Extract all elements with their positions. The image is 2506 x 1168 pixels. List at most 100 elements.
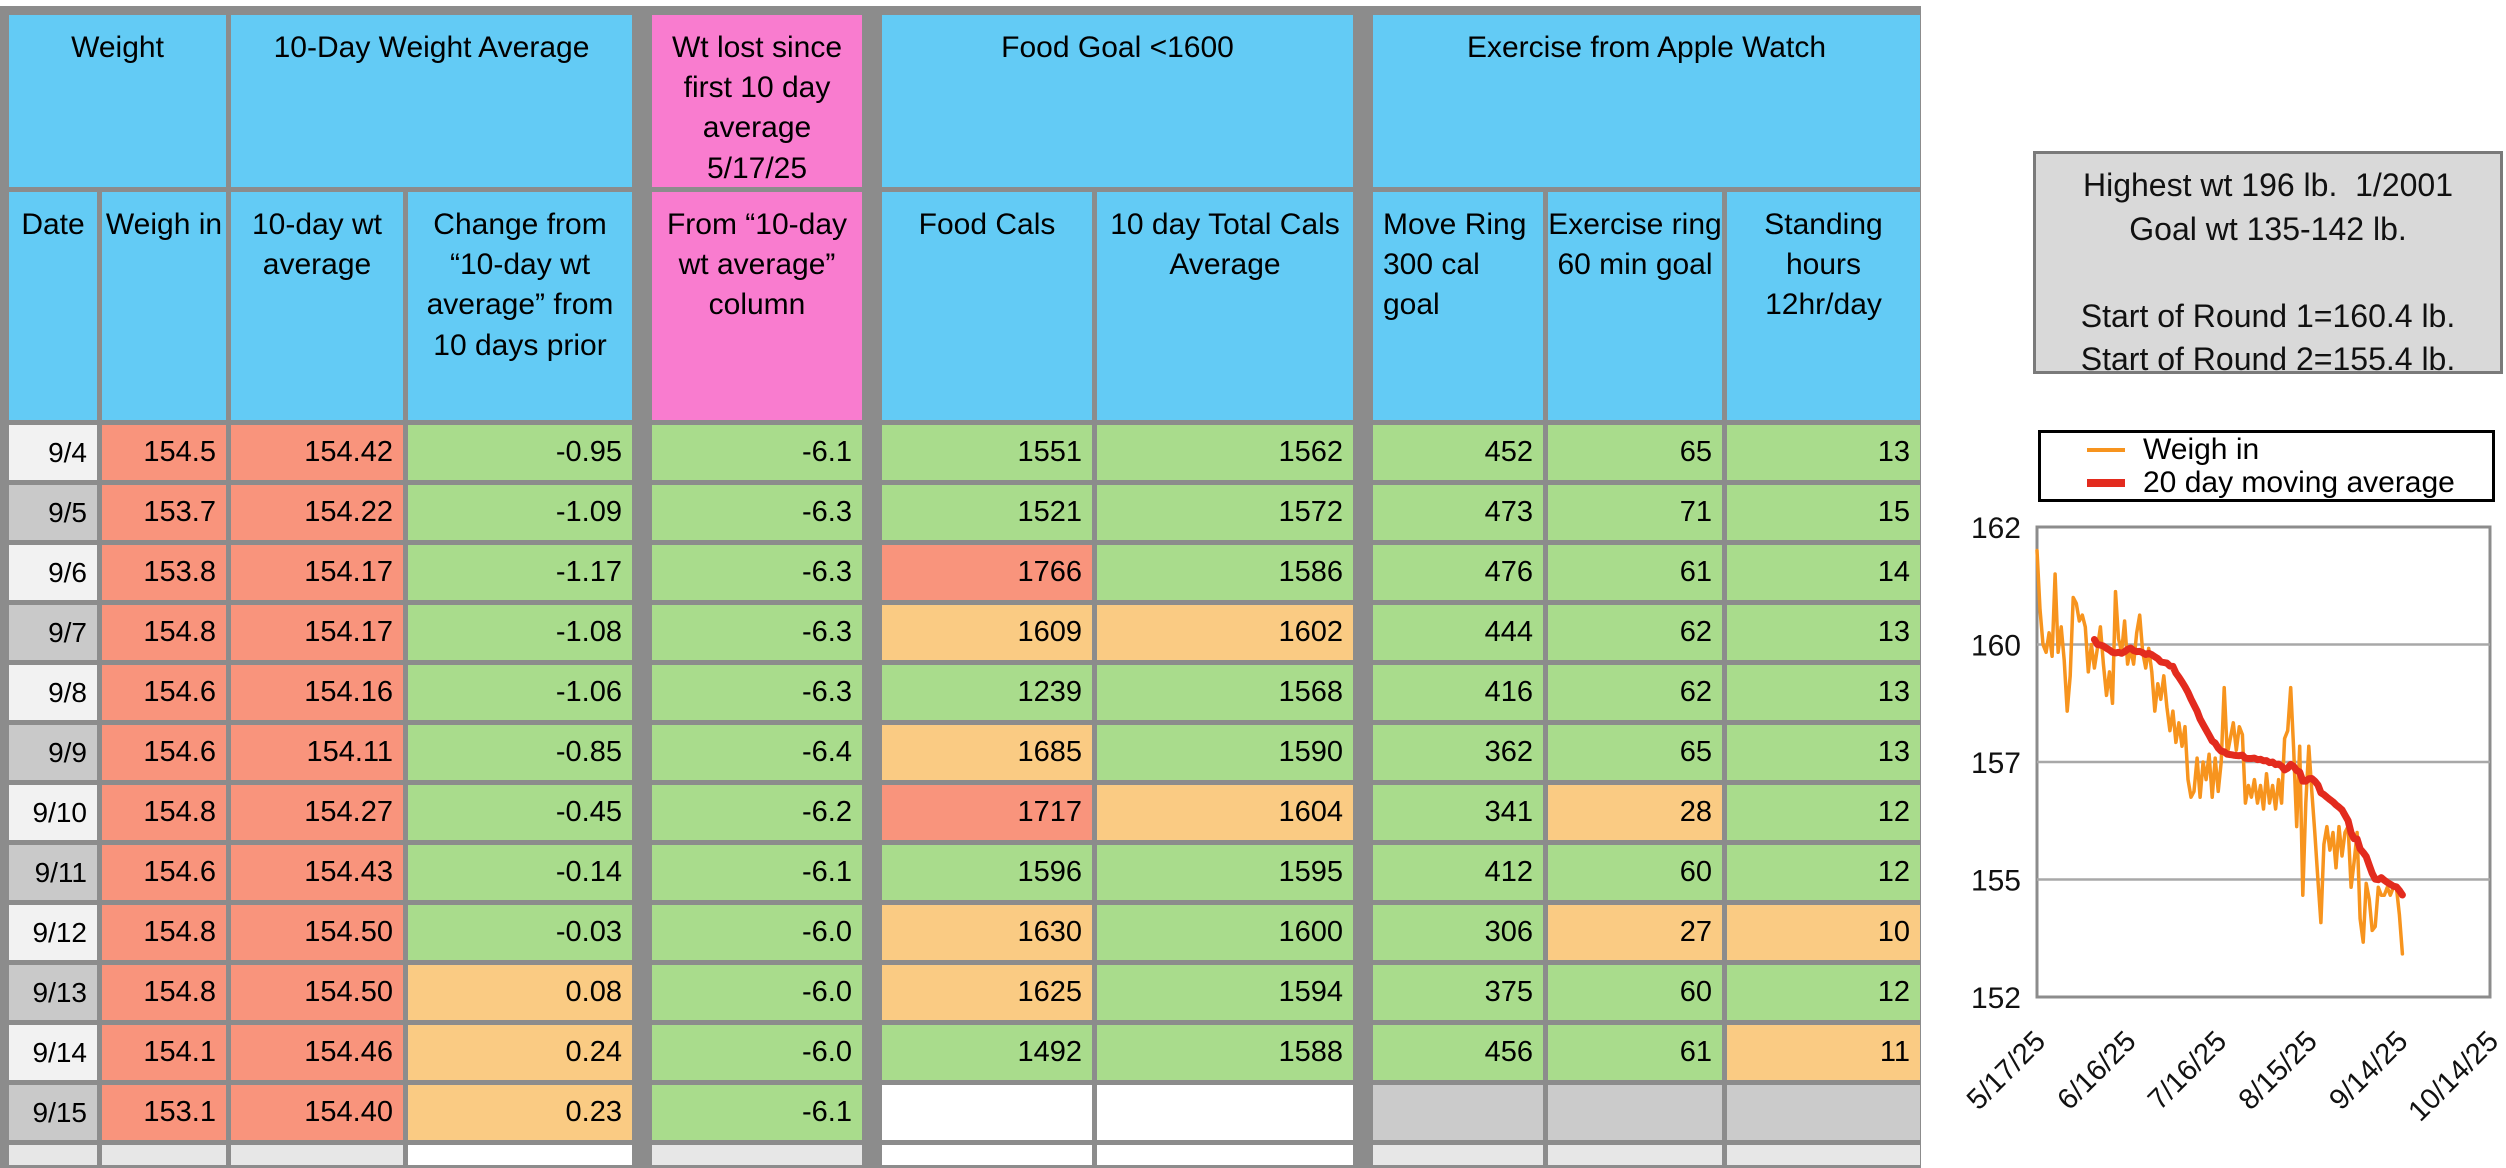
- table-cell[interactable]: 12: [1727, 845, 1920, 900]
- table-cell[interactable]: 60: [1548, 845, 1722, 900]
- table-cell[interactable]: 154.8: [102, 905, 226, 960]
- table-cell[interactable]: 154.8: [102, 605, 226, 660]
- table-cell[interactable]: 154.17: [231, 605, 403, 660]
- table-cell[interactable]: 1562: [1097, 425, 1353, 480]
- table-cell[interactable]: -1.08: [408, 605, 632, 660]
- table-cell[interactable]: 452: [1373, 425, 1543, 480]
- table-cell[interactable]: -6.3: [652, 605, 862, 660]
- table-cell[interactable]: 1766: [882, 545, 1092, 600]
- table-cell[interactable]: 11: [1727, 1025, 1920, 1080]
- table-cell[interactable]: -6.4: [652, 725, 862, 780]
- table-cell[interactable]: 28: [1548, 785, 1722, 840]
- table-cell[interactable]: -6.3: [652, 665, 862, 720]
- table-cell[interactable]: -0.95: [408, 425, 632, 480]
- column-header-cell[interactable]: From “10-day wt average” column: [652, 192, 862, 420]
- table-cell[interactable]: 154.1: [102, 1025, 226, 1080]
- table-cell[interactable]: 61: [1548, 1025, 1722, 1080]
- column-group-header[interactable]: Exercise from Apple Watch: [1373, 15, 1920, 187]
- table-cell[interactable]: 154.8: [102, 965, 226, 1020]
- table-cell[interactable]: 1630: [882, 905, 1092, 960]
- column-group-header[interactable]: 10-Day Weight Average: [231, 15, 632, 187]
- table-cell[interactable]: 12: [1727, 785, 1920, 840]
- weight-chart[interactable]: 162 160 157 155 152 5/17/25 6/16/25 7/16/25 8/15…: [1925, 0, 2506, 1168]
- table-cell[interactable]: 154.17: [231, 545, 403, 600]
- table-cell-partial[interactable]: [1727, 1145, 1920, 1165]
- table-cell[interactable]: 1604: [1097, 785, 1353, 840]
- table-cell[interactable]: -6.3: [652, 545, 862, 600]
- column-header-cell[interactable]: Food Cals: [882, 192, 1092, 420]
- table-cell[interactable]: 1600: [1097, 905, 1353, 960]
- table-cell[interactable]: 1609: [882, 605, 1092, 660]
- column-header-cell[interactable]: 10 day Total Cals Average: [1097, 192, 1353, 420]
- row-date-cell[interactable]: 9/14: [9, 1025, 97, 1080]
- table-cell[interactable]: 1590: [1097, 725, 1353, 780]
- table-cell[interactable]: 154.6: [102, 665, 226, 720]
- table-cell[interactable]: 1685: [882, 725, 1092, 780]
- table-cell[interactable]: 1572: [1097, 485, 1353, 540]
- table-cell[interactable]: 154.6: [102, 845, 226, 900]
- table-cell[interactable]: 0.08: [408, 965, 632, 1020]
- table-cell[interactable]: -6.3: [652, 485, 862, 540]
- table-cell[interactable]: 1717: [882, 785, 1092, 840]
- row-date-cell[interactable]: 9/6: [9, 545, 97, 600]
- column-header-cell[interactable]: Change from “10-day wt average” from 10 …: [408, 192, 632, 420]
- table-cell[interactable]: 153.1: [102, 1085, 226, 1140]
- table-cell[interactable]: 62: [1548, 665, 1722, 720]
- table-cell[interactable]: -6.1: [652, 1085, 862, 1140]
- row-date-cell[interactable]: 9/8: [9, 665, 97, 720]
- table-cell[interactable]: 71: [1548, 485, 1722, 540]
- table-cell[interactable]: 1521: [882, 485, 1092, 540]
- row-date-cell[interactable]: 9/10: [9, 785, 97, 840]
- table-cell-partial[interactable]: [408, 1145, 632, 1165]
- table-cell[interactable]: [1373, 1085, 1543, 1140]
- table-cell[interactable]: -0.14: [408, 845, 632, 900]
- column-header-cell[interactable]: 10-day wt average: [231, 192, 403, 420]
- table-cell[interactable]: -1.17: [408, 545, 632, 600]
- table-cell[interactable]: 154.40: [231, 1085, 403, 1140]
- table-cell[interactable]: 61: [1548, 545, 1722, 600]
- table-cell[interactable]: 306: [1373, 905, 1543, 960]
- table-cell[interactable]: -6.1: [652, 425, 862, 480]
- table-cell[interactable]: -1.06: [408, 665, 632, 720]
- table-cell[interactable]: 1492: [882, 1025, 1092, 1080]
- row-date-cell[interactable]: 9/11: [9, 845, 97, 900]
- table-cell[interactable]: 13: [1727, 605, 1920, 660]
- table-cell[interactable]: 412: [1373, 845, 1543, 900]
- table-cell[interactable]: 154.27: [231, 785, 403, 840]
- table-cell[interactable]: 154.11: [231, 725, 403, 780]
- table-cell-partial[interactable]: [1548, 1145, 1722, 1165]
- table-cell[interactable]: 65: [1548, 725, 1722, 780]
- table-cell[interactable]: -6.1: [652, 845, 862, 900]
- column-header-cell[interactable]: Exercise ring 60 min goal: [1548, 192, 1722, 420]
- table-cell[interactable]: 456: [1373, 1025, 1543, 1080]
- table-cell[interactable]: [1548, 1085, 1722, 1140]
- column-group-header[interactable]: Weight: [9, 15, 226, 187]
- row-date-cell[interactable]: 9/7: [9, 605, 97, 660]
- table-cell-partial[interactable]: [231, 1145, 403, 1165]
- column-group-header[interactable]: Food Goal <1600: [882, 15, 1353, 187]
- table-cell[interactable]: 154.50: [231, 965, 403, 1020]
- chart-legend[interactable]: Weigh in 20 day moving average: [2038, 430, 2495, 502]
- table-cell[interactable]: 154.43: [231, 845, 403, 900]
- table-cell[interactable]: -6.2: [652, 785, 862, 840]
- table-cell[interactable]: 154.16: [231, 665, 403, 720]
- table-cell[interactable]: 154.6: [102, 725, 226, 780]
- table-cell[interactable]: -0.45: [408, 785, 632, 840]
- table-cell-partial[interactable]: [652, 1145, 862, 1165]
- table-cell[interactable]: 154.42: [231, 425, 403, 480]
- table-cell[interactable]: 13: [1727, 725, 1920, 780]
- table-cell[interactable]: -0.03: [408, 905, 632, 960]
- row-date-cell[interactable]: 9/5: [9, 485, 97, 540]
- table-cell[interactable]: 154.8: [102, 785, 226, 840]
- table-cell[interactable]: 473: [1373, 485, 1543, 540]
- table-cell[interactable]: 153.8: [102, 545, 226, 600]
- table-cell[interactable]: 13: [1727, 665, 1920, 720]
- notes-box[interactable]: Highest wt 196 lb. 1/2001 Goal wt 135-14…: [2033, 151, 2503, 377]
- row-date-cell[interactable]: 9/4: [9, 425, 97, 480]
- table-cell[interactable]: [1097, 1085, 1353, 1140]
- column-group-header[interactable]: Wt lost since first 10 day average 5/17/…: [652, 15, 862, 187]
- table-cell[interactable]: -0.85: [408, 725, 632, 780]
- table-cell[interactable]: -6.0: [652, 1025, 862, 1080]
- table-cell[interactable]: 0.24: [408, 1025, 632, 1080]
- table-cell[interactable]: 1596: [882, 845, 1092, 900]
